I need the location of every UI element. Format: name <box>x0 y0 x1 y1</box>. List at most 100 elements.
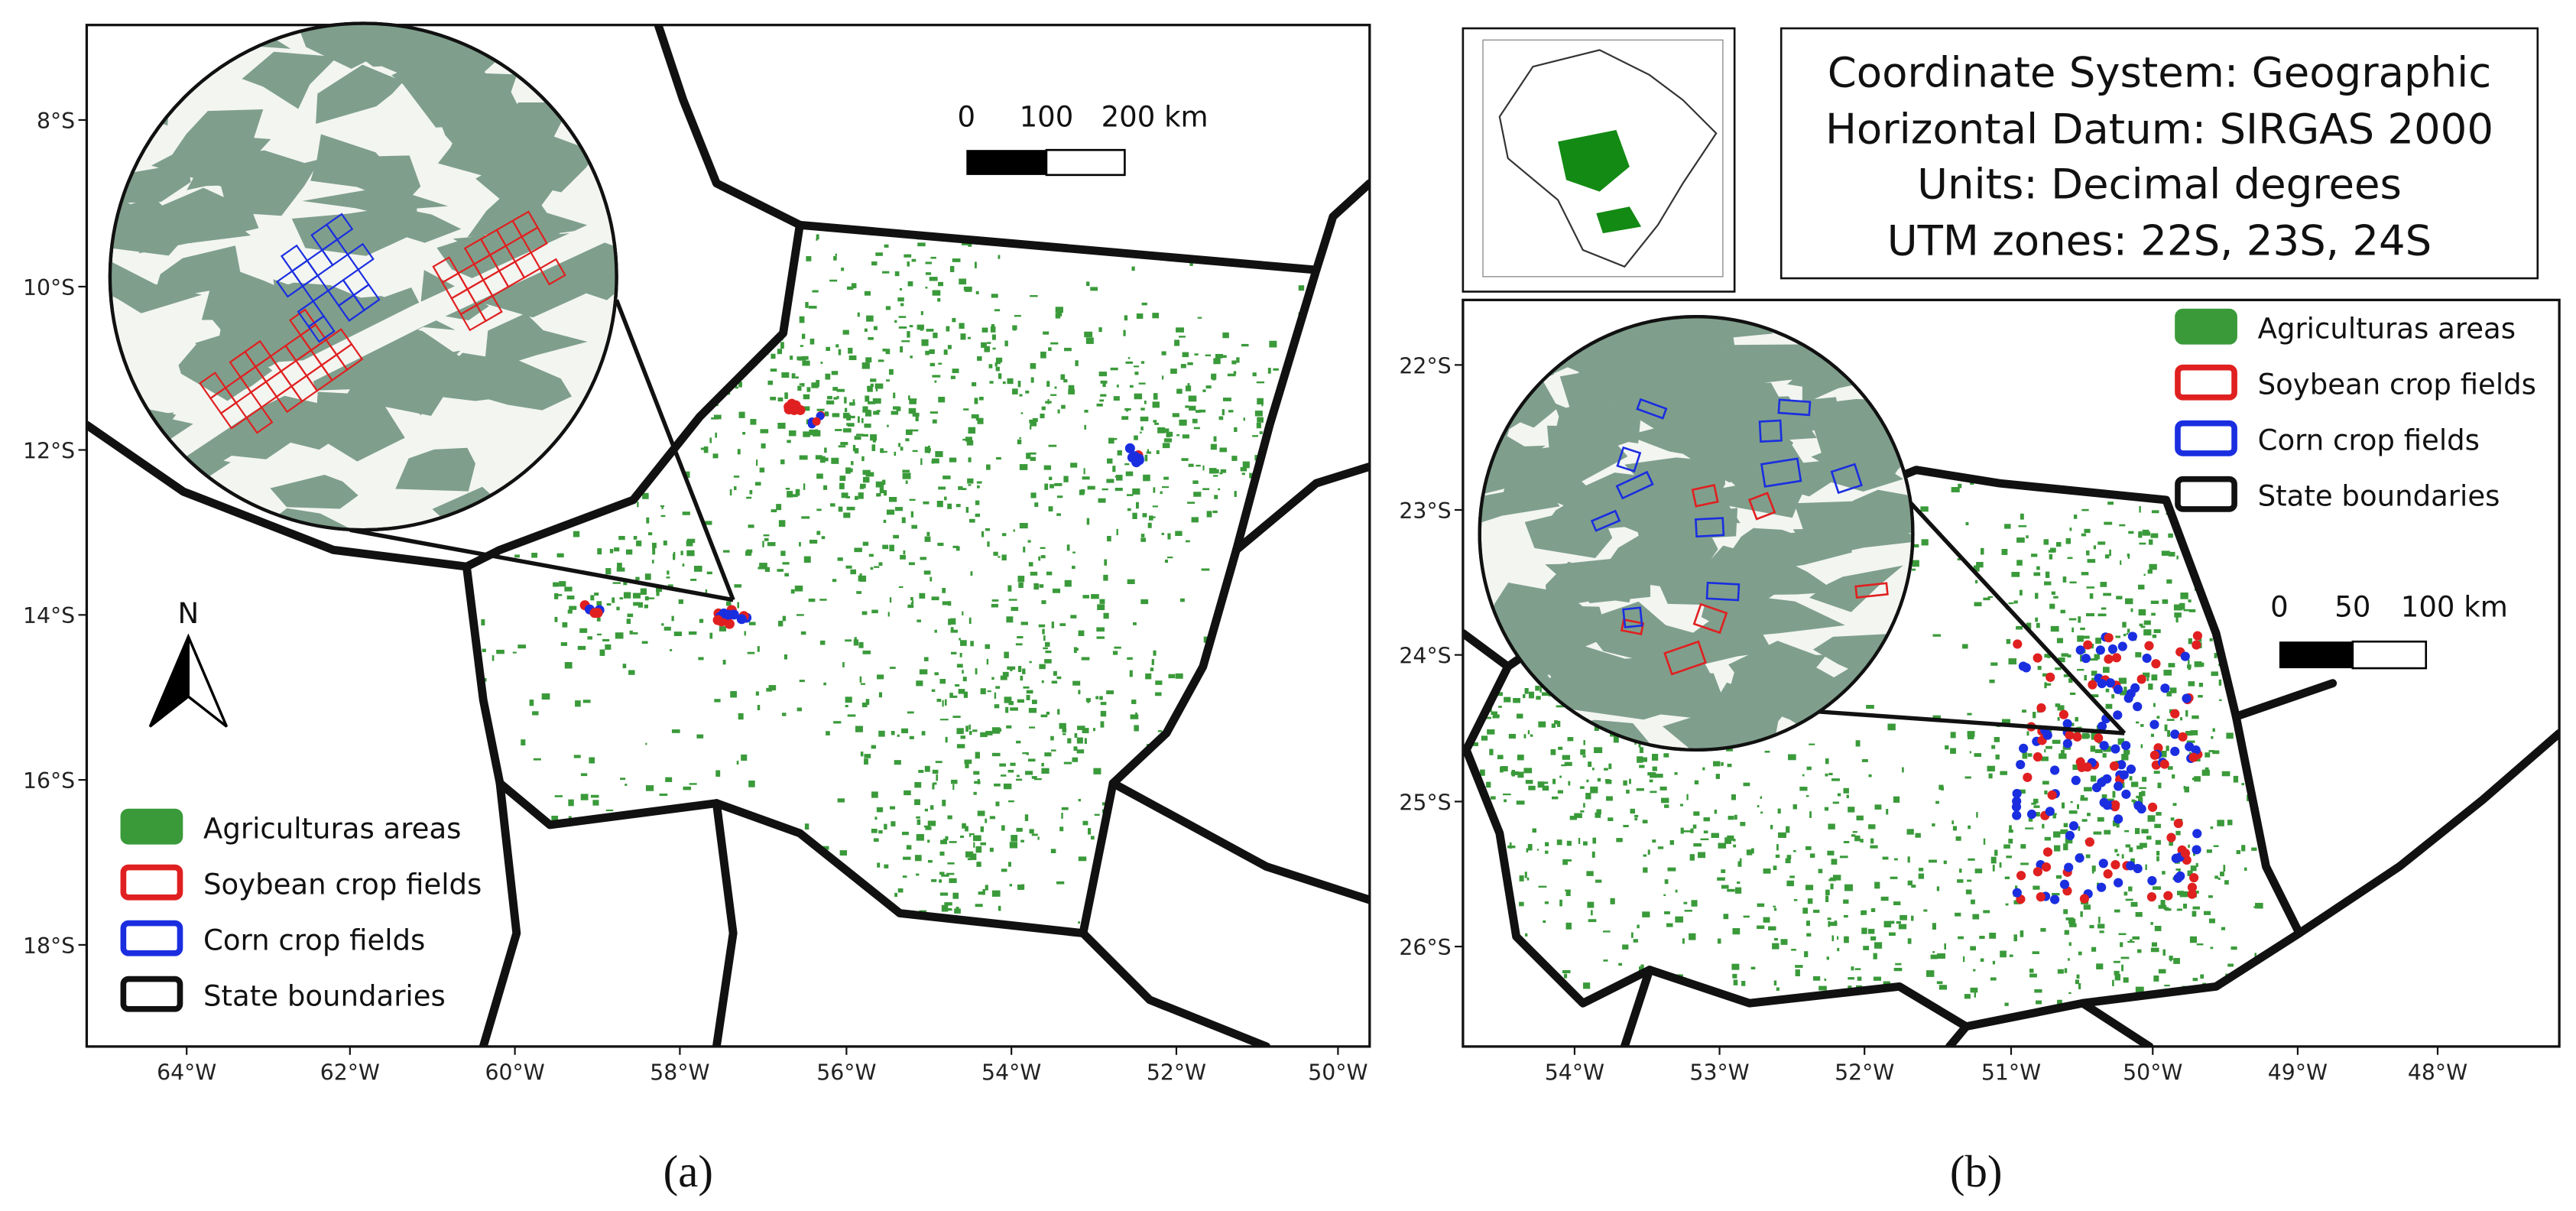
agri-patch <box>553 582 560 587</box>
agri-patch <box>795 376 799 379</box>
agri-patch <box>1256 381 1265 384</box>
agri-patch <box>2096 725 2100 732</box>
crop-field <box>723 609 734 620</box>
agri-patch <box>316 64 404 124</box>
agri-patch <box>788 430 796 437</box>
agri-patch <box>1965 521 1969 526</box>
agri-patch <box>1140 431 1142 433</box>
agri-patch <box>1192 418 1198 424</box>
agri-patch <box>1004 651 1009 658</box>
agri-patch <box>1132 512 1137 519</box>
agri-patch <box>573 531 580 537</box>
crop-field <box>2104 633 2114 643</box>
agri-patch <box>993 551 998 556</box>
agri-patch <box>1001 533 1007 537</box>
agri-patch <box>2075 716 2078 722</box>
agri-patch <box>936 774 939 781</box>
agri-patch <box>782 615 787 622</box>
agri-patch <box>796 707 802 712</box>
agri-patch <box>868 336 874 340</box>
agri-patch <box>1187 502 1196 504</box>
crop-field <box>2114 878 2123 888</box>
agri-patch <box>1151 659 1154 665</box>
agri-patch <box>849 468 853 472</box>
agri-patch <box>1504 799 1507 803</box>
agri-patch <box>2212 750 2220 755</box>
agri-patch <box>1870 907 1876 912</box>
agri-patch <box>864 291 871 296</box>
agri-patch <box>1733 979 1738 985</box>
agri-patch <box>1031 833 1038 836</box>
agri-patch <box>952 368 959 374</box>
agri-patch <box>831 371 839 375</box>
agri-patch <box>859 573 862 576</box>
agri-patch <box>1106 690 1114 695</box>
agri-patch <box>1017 576 1025 583</box>
legend-swatch <box>2175 476 2237 512</box>
agri-patch <box>856 433 864 436</box>
agri-patch <box>1682 938 1685 944</box>
agri-patch <box>1763 868 1771 874</box>
agri-patch <box>2195 891 2199 894</box>
agri-patch <box>2188 638 2192 644</box>
agri-patch <box>1718 843 1727 849</box>
agri-patch <box>1513 698 1520 703</box>
crop-field <box>2075 645 2085 655</box>
crop-field <box>2042 847 2053 857</box>
agri-patch <box>1760 811 1763 814</box>
agri-patch <box>2003 844 2010 849</box>
agri-patch <box>1637 924 1640 929</box>
agri-patch <box>1189 261 1193 266</box>
agri-patch <box>816 508 822 511</box>
agri-patch <box>580 773 588 777</box>
agri-patch <box>1807 898 1813 904</box>
agri-patch <box>1715 774 1720 779</box>
agri-patch <box>2220 872 2224 877</box>
agri-patch <box>846 506 855 511</box>
agri-patch <box>880 448 884 453</box>
agri-patch <box>629 630 633 635</box>
agri-patch <box>1231 360 1237 365</box>
agri-patch <box>976 481 982 484</box>
agri-patch <box>1772 943 1780 950</box>
agri-patch <box>1133 622 1137 625</box>
agri-patch <box>567 609 573 614</box>
legend-label: State boundaries <box>2258 480 2500 513</box>
agri-patch <box>1837 947 1840 952</box>
agri-patch <box>1566 840 1572 846</box>
crop-field <box>2126 765 2136 774</box>
agri-patch <box>900 446 904 451</box>
agri-patch <box>1215 353 1223 359</box>
agri-patch <box>1001 825 1005 831</box>
agri-patch <box>1197 317 1202 319</box>
agri-patch <box>951 779 958 784</box>
agri-patch <box>1020 622 1028 625</box>
agri-patch <box>931 458 939 464</box>
agri-patch <box>839 850 848 856</box>
agri-patch <box>636 541 642 547</box>
agri-patch <box>1024 814 1029 821</box>
agri-patch <box>2185 709 2188 717</box>
agri-patch <box>873 838 879 842</box>
agri-patch <box>949 618 956 625</box>
agri-patch <box>1713 761 1721 767</box>
agri-patch <box>2214 875 2218 879</box>
agri-patch <box>384 209 462 243</box>
agri-patch <box>2084 675 2087 680</box>
agri-patch <box>2013 600 2018 604</box>
agri-patch <box>1649 779 1653 783</box>
agri-patch <box>665 777 673 782</box>
agri-patch <box>1061 404 1066 409</box>
agri-patch <box>882 271 890 274</box>
agri-patch <box>819 456 826 463</box>
agri-patch <box>1085 698 1091 703</box>
agri-patch <box>1936 886 1940 891</box>
info-line: Units: Decimal degrees <box>1917 159 2402 208</box>
agri-patch <box>1929 859 1937 863</box>
agri-patch <box>1994 849 1998 856</box>
agri-patch <box>2164 724 2168 732</box>
agri-patch <box>656 585 663 593</box>
agri-patch <box>771 353 776 359</box>
agri-patch <box>838 349 842 356</box>
agri-patch <box>2029 969 2034 973</box>
